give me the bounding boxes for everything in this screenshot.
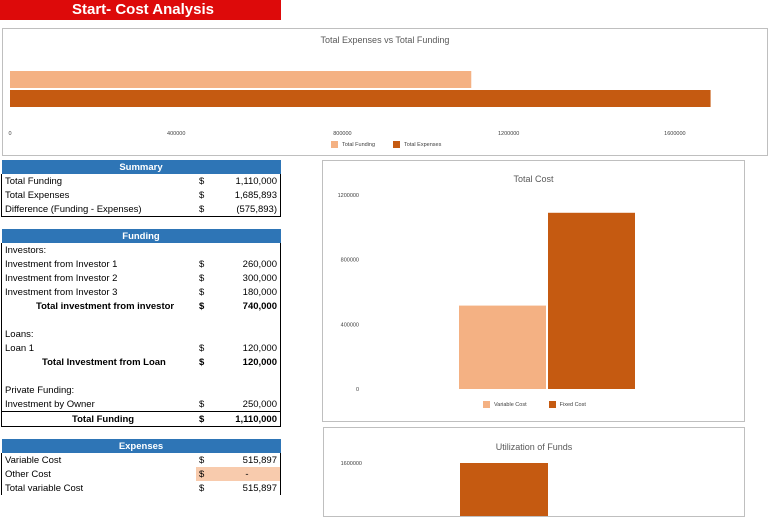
funding-value[interactable]: 300,000 bbox=[242, 272, 277, 284]
chart-title: Utilization of Funds bbox=[495, 442, 573, 452]
x-tick-label: 0 bbox=[8, 131, 11, 137]
expenses-table: Expenses Variable Cost $515,897 Other Cos… bbox=[1, 439, 281, 495]
total-cost-chart[interactable]: Total Cost 0 400000 800000 1200000 Variable… bbox=[322, 160, 745, 422]
funding-label[interactable]: Investment by Owner bbox=[1, 397, 196, 412]
currency-symbol[interactable]: $ bbox=[196, 202, 214, 217]
currency-symbol[interactable]: $ bbox=[199, 175, 205, 187]
investor-total-value[interactable]: 740,000 bbox=[242, 300, 277, 312]
x-tick-label: 800000 bbox=[333, 131, 351, 137]
legend-label-funding: Total Funding bbox=[342, 141, 376, 148]
chart1-legend: Total Funding Total Expenses bbox=[331, 141, 441, 148]
summary-table: Summary Total Funding $1,110,000 Total Ex… bbox=[1, 160, 281, 217]
summary-label[interactable]: Total Funding bbox=[5, 175, 63, 187]
expense-value[interactable]: 515,897 bbox=[242, 454, 277, 466]
loan-total-label[interactable]: Total Investment from Loan bbox=[42, 356, 166, 368]
funding-total-label[interactable]: Total Funding bbox=[1, 411, 196, 427]
expense-label[interactable]: Variable Cost bbox=[5, 454, 62, 466]
funding-label[interactable]: Investment from Investor 1 bbox=[5, 258, 118, 270]
summary-value[interactable]: 1,685,893 bbox=[234, 189, 277, 201]
currency-symbol[interactable]: $ bbox=[199, 286, 205, 298]
funding-value[interactable]: 120,000 bbox=[242, 342, 277, 354]
funding-value[interactable]: 250,000 bbox=[214, 397, 281, 412]
funding-label[interactable]: Investment from Investor 3 bbox=[5, 286, 118, 298]
legend-label-variable: Variable Cost bbox=[494, 401, 527, 408]
x-tick-label: 1600000 bbox=[664, 131, 685, 137]
summary-value[interactable]: 1,110,000 bbox=[235, 175, 277, 187]
bar-0 bbox=[459, 305, 546, 389]
funding-label[interactable]: Loan 1 bbox=[5, 342, 35, 354]
summary-header: Summary bbox=[1, 160, 281, 174]
currency-symbol[interactable]: $ bbox=[196, 397, 214, 412]
private-label[interactable]: Private Funding: bbox=[5, 384, 75, 396]
summary-value[interactable]: (575,893) bbox=[214, 202, 281, 217]
funding-vs-expenses-chart[interactable]: Total Expenses vs Total Funding 0 400000 8… bbox=[2, 28, 768, 156]
investor-total-label[interactable]: Total investment from investor bbox=[36, 300, 175, 312]
currency-symbol[interactable]: $ bbox=[196, 411, 214, 427]
funding-total-value[interactable]: 1,110,000 bbox=[214, 411, 281, 427]
bar-1 bbox=[548, 212, 635, 389]
currency-symbol[interactable]: $ bbox=[199, 189, 205, 201]
funding-value[interactable]: 180,000 bbox=[242, 286, 277, 298]
funding-label[interactable]: Investment from Investor 2 bbox=[5, 272, 118, 284]
currency-symbol[interactable]: $ bbox=[196, 467, 214, 481]
x-tick-label: 400000 bbox=[167, 131, 185, 137]
expense-value[interactable]: - bbox=[214, 467, 281, 481]
loan-total-value[interactable]: 120,000 bbox=[242, 356, 277, 368]
legend-label-expenses: Total Expenses bbox=[404, 141, 442, 148]
chart-title: Total Expenses vs Total Funding bbox=[320, 35, 450, 45]
currency-symbol[interactable]: $ bbox=[199, 300, 205, 312]
y-tick-label: 1600000 bbox=[341, 461, 362, 467]
currency-symbol[interactable]: $ bbox=[199, 342, 205, 354]
chart-title: Total Cost bbox=[513, 174, 554, 184]
investors-label[interactable]: Investors: bbox=[5, 244, 47, 256]
y-tick-label: 800000 bbox=[341, 258, 359, 264]
legend-swatch-fixed bbox=[548, 401, 556, 408]
utilization-chart[interactable]: Utilization of Funds 1600000 bbox=[323, 427, 745, 517]
currency-symbol[interactable]: $ bbox=[199, 454, 205, 466]
loans-label[interactable]: Loans: bbox=[5, 328, 34, 340]
legend-swatch-expenses bbox=[393, 141, 401, 148]
page-title: Start- Cost Analysis bbox=[0, 0, 281, 20]
summary-label[interactable]: Total Expenses bbox=[5, 189, 70, 201]
legend-swatch-variable bbox=[483, 401, 490, 408]
chart2-legend: Variable Cost Fixed Cost bbox=[483, 401, 586, 408]
legend-label-fixed: Fixed Cost bbox=[559, 401, 586, 408]
y-tick-label: 400000 bbox=[341, 322, 359, 328]
currency-symbol[interactable]: $ bbox=[199, 258, 205, 270]
blank-row[interactable] bbox=[2, 313, 281, 327]
y-tick-label: 1200000 bbox=[338, 193, 359, 199]
expenses-header: Expenses bbox=[1, 439, 281, 453]
expense-label[interactable]: Total variable Cost bbox=[5, 482, 84, 494]
chart2-plot: 0 400000 800000 1200000 bbox=[338, 193, 635, 393]
funding-header: Funding bbox=[1, 229, 281, 243]
funding-value[interactable]: 260,000 bbox=[242, 258, 277, 270]
currency-symbol[interactable]: $ bbox=[199, 482, 205, 494]
x-tick-label: 1200000 bbox=[498, 131, 519, 137]
currency-symbol[interactable]: $ bbox=[199, 272, 205, 284]
bar-0 bbox=[10, 71, 472, 88]
currency-symbol[interactable]: $ bbox=[199, 356, 205, 368]
y-tick-label: 0 bbox=[356, 387, 359, 393]
funding-table: Funding Investors: Investment from Inves… bbox=[1, 229, 281, 427]
expense-label[interactable]: Other Cost bbox=[5, 468, 51, 480]
legend-swatch-funding bbox=[331, 141, 338, 148]
expense-value[interactable]: 515,897 bbox=[242, 482, 277, 494]
bar-0 bbox=[460, 463, 548, 516]
summary-label[interactable]: Difference (Funding - Expenses) bbox=[1, 202, 196, 217]
bar-1 bbox=[10, 90, 711, 107]
blank-row[interactable] bbox=[2, 369, 281, 383]
chart3-plot: 1600000 bbox=[341, 461, 548, 516]
chart1-plot: 0 400000 800000 1200000 1600000 bbox=[8, 71, 711, 137]
